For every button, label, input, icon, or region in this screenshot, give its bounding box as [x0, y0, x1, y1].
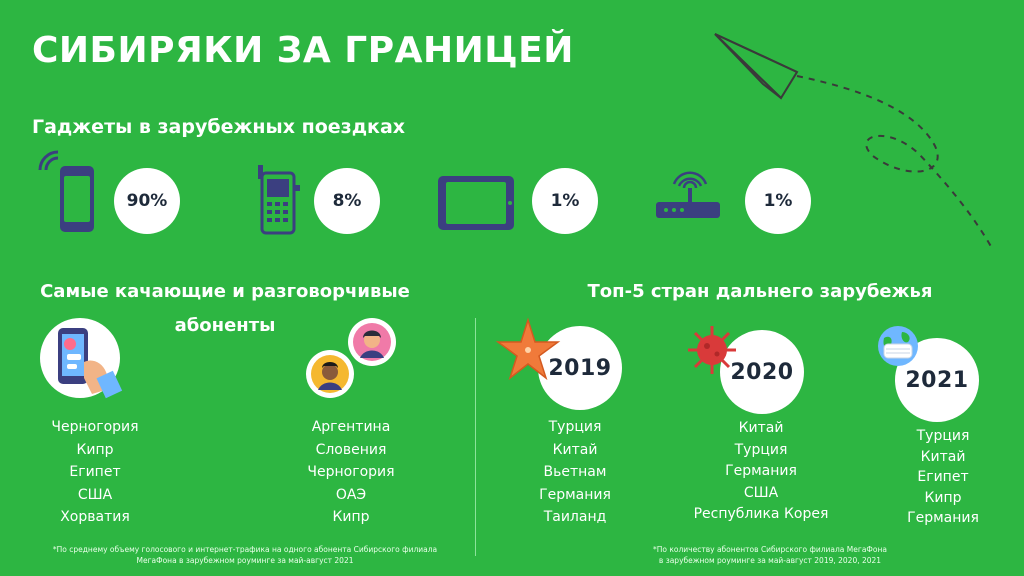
year-label: 2019: [548, 355, 612, 381]
list-item: Германия: [539, 486, 611, 503]
data-subscribers-list: Черногория Кипр Египет США Хорватия: [20, 416, 170, 529]
list-item: Германия: [725, 463, 797, 479]
list-item: Черногория: [51, 419, 139, 435]
top5-footnote: *По количеству абонентов Сибирского фили…: [620, 544, 920, 566]
footnote-line: МегаФона в зарубежном роуминге за май-ав…: [136, 556, 354, 565]
list-item: Египет: [69, 464, 121, 480]
section-divider: [475, 318, 476, 556]
list-item: Германия: [907, 510, 979, 526]
gadget-value-smartphone: 90%: [114, 168, 180, 234]
list-item: США: [743, 484, 779, 501]
year-circle-2020: 2020: [720, 330, 804, 414]
list-item: Хорватия: [60, 509, 130, 525]
page-title: СИБИРЯКИ ЗА ГРАНИЦЕЙ: [32, 30, 574, 71]
feature-phone-icon: [258, 165, 300, 235]
list-item: Турция: [734, 441, 788, 458]
list-item: Черногория: [307, 464, 395, 480]
router-icon: [656, 171, 720, 218]
list-item: Египет: [917, 469, 969, 485]
year-label: 2021: [905, 367, 969, 393]
tablet-icon: [438, 176, 514, 230]
year-circle-2019: 2019: [538, 326, 622, 410]
list-item: Китай: [920, 448, 966, 465]
voice-subscribers-list: Аргентина Словения Черногория ОАЭ Кипр: [276, 416, 426, 529]
gadget-value-tablet: 1%: [532, 168, 598, 234]
starfish-icon: [495, 317, 561, 381]
list-item: Китай: [738, 420, 784, 436]
footnote-line: в зарубежном роуминге за май-август 2019…: [658, 556, 882, 565]
year-label: 2020: [730, 359, 794, 385]
data-subscribers-circle: [40, 318, 123, 399]
footnote-line: *По среднему объему голосового и интерне…: [52, 545, 438, 554]
footnote-line: *По количеству абонентов Сибирского фили…: [653, 545, 887, 554]
list-item: Турция: [916, 428, 970, 444]
list-item: Вьетнам: [543, 464, 607, 480]
gadget-value-feature-phone: 8%: [314, 168, 380, 234]
list-item: Кипр: [332, 509, 370, 525]
subscribers-footnote: *По среднему объему голосового и интерне…: [40, 544, 450, 566]
subscribers-heading-line2: абоненты: [174, 315, 276, 336]
list-item: Словения: [315, 441, 387, 458]
list-item: Республика Корея: [693, 506, 829, 522]
globe-mask-icon: [878, 326, 918, 366]
smartphone-icon: [38, 150, 94, 232]
list-item: Аргентина: [311, 419, 391, 435]
countries-2021-list: Турция Китай Египет Кипр Германия: [868, 426, 1018, 529]
gadgets-heading: Гаджеты в зарубежных поездках: [32, 116, 406, 138]
list-item: Турция: [548, 419, 602, 435]
list-item: США: [77, 486, 113, 503]
gadget-value-router: 1%: [745, 168, 811, 234]
paper-plane-icon: [714, 33, 994, 251]
top5-heading: Топ-5 стран дальнего зарубежья: [587, 281, 933, 302]
list-item: Китай: [552, 441, 598, 458]
virus-icon: [688, 326, 736, 374]
phone-hand-icon: [58, 328, 123, 399]
list-item: ОАЭ: [335, 486, 367, 503]
list-item: Таиланд: [543, 509, 607, 525]
subscribers-heading-line1: Самые качающие и разговорчивые: [40, 281, 410, 302]
countries-2020-list: Китай Турция Германия США Республика Кор…: [676, 418, 846, 526]
list-item: Кипр: [924, 489, 962, 506]
countries-2019-list: Турция Китай Вьетнам Германия Таиланд: [500, 416, 650, 529]
list-item: Кипр: [76, 441, 114, 458]
chat-avatars-icon: [306, 318, 396, 398]
